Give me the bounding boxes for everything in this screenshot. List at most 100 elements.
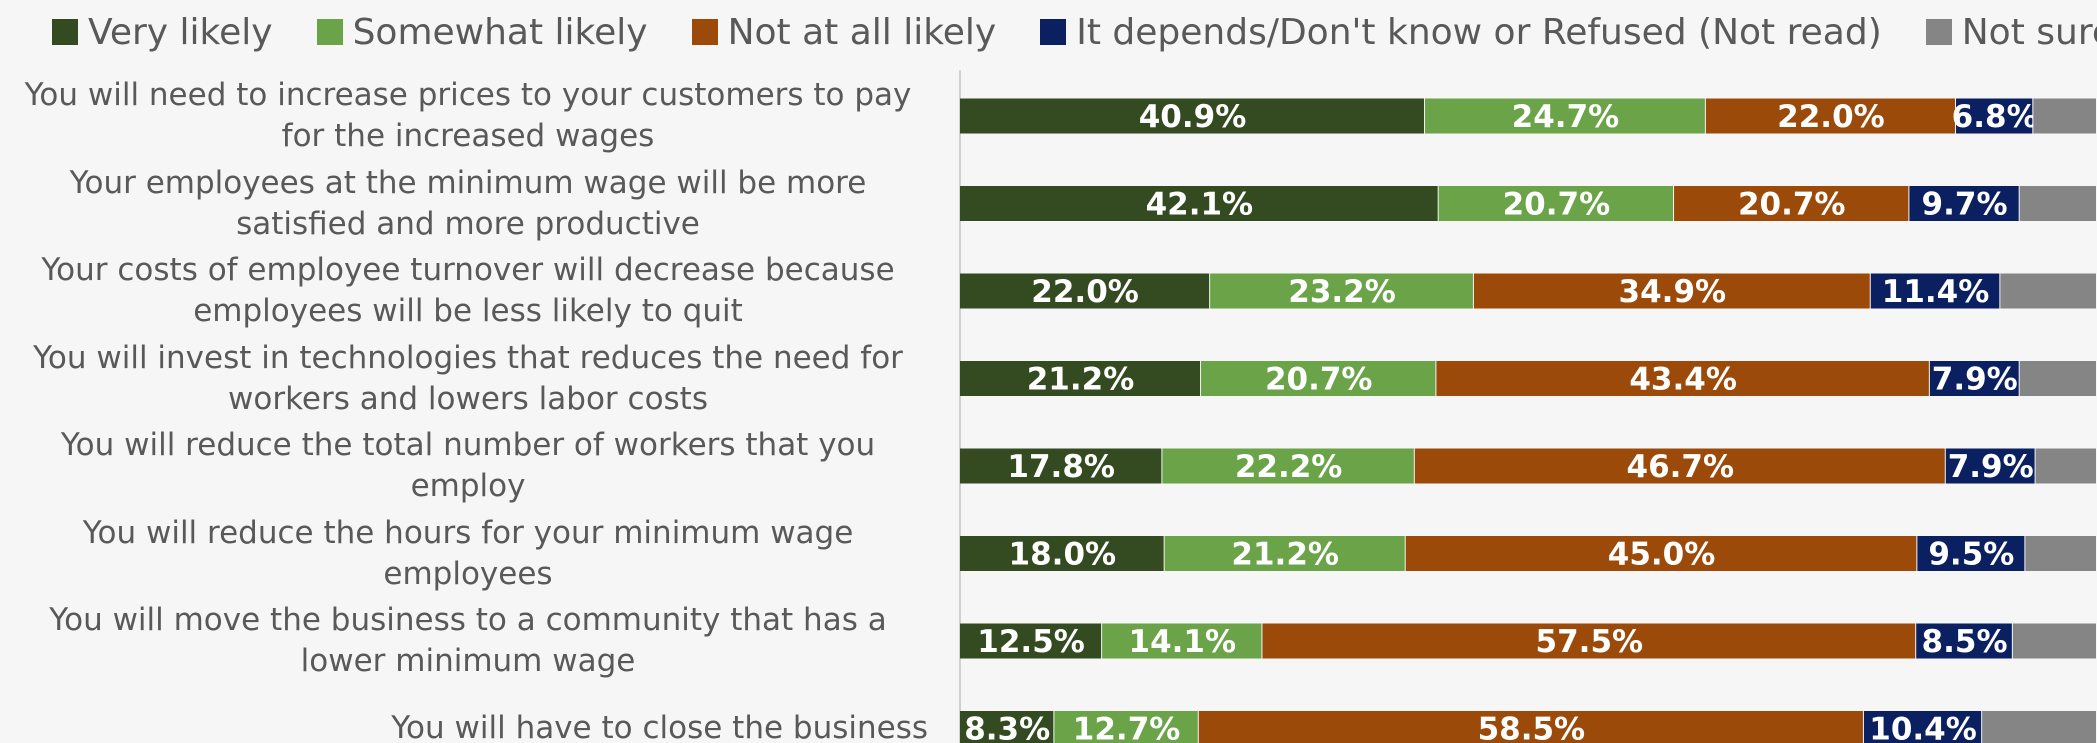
bar-segment bbox=[1917, 536, 2025, 571]
bar-segment bbox=[1164, 536, 1405, 571]
value-label: 43.4% bbox=[1629, 362, 1737, 398]
bar-segment bbox=[1916, 623, 2012, 659]
bar-segment bbox=[1262, 623, 1916, 659]
bar-segment bbox=[1705, 98, 1956, 134]
category-text: Your employees at the minimum wage will … bbox=[69, 164, 867, 242]
bar-segment bbox=[1425, 98, 1705, 134]
category-label: You will need to increase prices to your… bbox=[8, 72, 928, 160]
value-label: 6.8% bbox=[1952, 99, 2038, 135]
bar-segment bbox=[1198, 711, 1863, 743]
bar-segment bbox=[2012, 623, 2096, 659]
category-label: Your employees at the minimum wage will … bbox=[8, 160, 928, 248]
category-label: You will reduce the hours for your minim… bbox=[8, 510, 928, 598]
bar-segment bbox=[1201, 361, 1436, 396]
value-label: 11.4% bbox=[1882, 274, 1990, 310]
category-text: You will invest in technologies that red… bbox=[33, 339, 903, 417]
bar-segment bbox=[1929, 361, 2019, 396]
legend-swatch bbox=[1925, 19, 1952, 45]
value-label: 18.0% bbox=[1009, 537, 1117, 573]
value-label: 10.4% bbox=[1869, 712, 1977, 743]
bar-segment bbox=[1414, 448, 1945, 484]
bar-segment bbox=[2033, 98, 2096, 134]
bar-segment bbox=[2019, 361, 2096, 396]
value-label: 42.1% bbox=[1146, 187, 1254, 223]
bar-segment bbox=[1956, 98, 2033, 134]
category-label: You will reduce the total number of work… bbox=[8, 422, 928, 510]
category-text: You will reduce the hours for your minim… bbox=[82, 514, 854, 592]
bar-segment bbox=[960, 186, 1438, 221]
bar-segment bbox=[2025, 536, 2096, 571]
value-label: 17.8% bbox=[1007, 449, 1115, 485]
value-label: 12.5% bbox=[977, 624, 1085, 660]
category-text: You will move the business to a communit… bbox=[49, 602, 887, 679]
value-label: 45.0% bbox=[1608, 537, 1716, 573]
legend-label: Somewhat likely bbox=[352, 11, 648, 53]
category-text: You will have to close the business bbox=[391, 710, 928, 743]
bar-segment bbox=[960, 448, 1162, 484]
value-label: 22.0% bbox=[1031, 274, 1139, 310]
bar-segment bbox=[1870, 273, 2000, 309]
bar-segment bbox=[1863, 711, 1982, 743]
legend-label: It depends/Don't know or Refused (Not re… bbox=[1076, 11, 1882, 53]
bar-segment bbox=[2019, 186, 2096, 221]
legend-swatch bbox=[52, 19, 78, 45]
value-label: 22.2% bbox=[1235, 449, 1343, 485]
bar-segment bbox=[1674, 186, 1909, 221]
bar-segment bbox=[960, 536, 1164, 571]
legend-item: Very likely bbox=[52, 12, 273, 53]
value-label: 40.9% bbox=[1139, 99, 1247, 135]
bar-segment bbox=[1405, 536, 1917, 571]
category-label: Your costs of employee turnover will dec… bbox=[8, 247, 928, 335]
legend-item: Not at all likely bbox=[691, 11, 997, 53]
legend-swatch bbox=[316, 19, 343, 45]
value-label: 21.2% bbox=[1027, 362, 1135, 398]
value-label: 22.0% bbox=[1777, 99, 1885, 135]
value-label: 20.7% bbox=[1738, 187, 1846, 223]
legend-item: It depends/Don't know or Refused (Not re… bbox=[1040, 12, 1882, 53]
value-label: 9.5% bbox=[1928, 537, 2014, 573]
legend-item: Not sure bbox=[1925, 11, 2097, 53]
bar-segment bbox=[1982, 711, 2096, 743]
bar-segment bbox=[960, 361, 1201, 396]
legend-swatch bbox=[1040, 19, 1067, 45]
value-label: 8.3% bbox=[964, 712, 1050, 743]
bar-segment bbox=[1436, 361, 1929, 396]
category-label: You will have to close the business bbox=[8, 685, 928, 743]
bar-segment bbox=[1473, 273, 1870, 309]
legend-label: Not sure bbox=[1961, 11, 2097, 53]
legend: Very likely Somewhat likely Not at all lik… bbox=[52, 6, 2097, 58]
bar-segment bbox=[1102, 623, 1262, 659]
bar-segment bbox=[1162, 448, 1414, 484]
legend-label: Not at all likely bbox=[727, 11, 997, 53]
value-label: 7.9% bbox=[1948, 449, 2034, 485]
value-label: 8.5% bbox=[1922, 624, 2008, 660]
value-label: 57.5% bbox=[1536, 624, 1644, 660]
bar-segment bbox=[960, 711, 1054, 743]
value-label: 58.5% bbox=[1478, 712, 1586, 743]
bar-segment bbox=[1945, 448, 2035, 484]
value-label: 24.7% bbox=[1512, 99, 1620, 135]
bar-segment bbox=[960, 98, 1425, 134]
category-text: You will reduce the total number of work… bbox=[60, 427, 876, 504]
value-label: 14.1% bbox=[1129, 624, 1237, 660]
category-label: You will move the business to a communit… bbox=[8, 597, 928, 685]
value-label: 7.9% bbox=[1932, 362, 2018, 398]
legend-swatch bbox=[691, 19, 718, 45]
bar-segment bbox=[960, 273, 1210, 309]
bar-segment bbox=[960, 623, 1102, 659]
category-label: You will invest in technologies that red… bbox=[8, 335, 928, 423]
bar-segment bbox=[1438, 186, 1674, 221]
bar-segment bbox=[1909, 186, 2019, 221]
category-text: You will need to increase prices to your… bbox=[24, 77, 912, 154]
value-label: 21.2% bbox=[1231, 537, 1339, 573]
legend-item: Somewhat likely bbox=[316, 11, 648, 53]
value-label: 20.7% bbox=[1503, 187, 1611, 223]
bar-segment bbox=[2035, 448, 2096, 484]
value-label: 20.7% bbox=[1265, 362, 1373, 398]
bar-segment bbox=[1210, 273, 1473, 309]
value-label: 12.7% bbox=[1073, 712, 1181, 743]
bar-segment bbox=[2000, 273, 2096, 309]
value-label: 46.7% bbox=[1627, 449, 1735, 485]
